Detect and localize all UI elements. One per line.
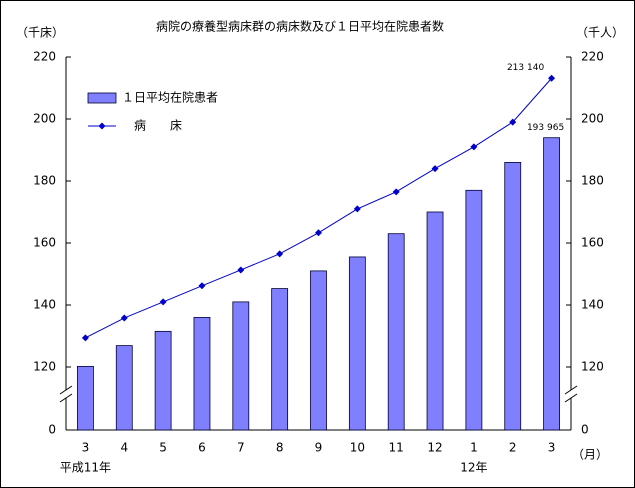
y2-tick-label: 220 bbox=[581, 50, 604, 64]
line-marker bbox=[315, 229, 322, 237]
y2-tick-label: 200 bbox=[581, 112, 604, 126]
chart-title: 病院の療養型病床群の病床数及び１日平均在院患者数 bbox=[156, 19, 444, 34]
bar bbox=[193, 316, 211, 431]
break-mark bbox=[564, 393, 578, 403]
bar bbox=[387, 233, 405, 431]
bar bbox=[426, 211, 444, 431]
y2-tick-label: 120 bbox=[581, 360, 604, 374]
line-marker bbox=[276, 250, 284, 258]
bar bbox=[348, 256, 366, 431]
year-label: 平成11年 bbox=[60, 461, 111, 475]
y-tick-label: 160 bbox=[33, 236, 56, 250]
x-tick-label: 7 bbox=[237, 441, 245, 455]
y-tick-label: 180 bbox=[33, 174, 56, 188]
x-tick-label: 10 bbox=[350, 441, 365, 455]
x-tick-label: 9 bbox=[315, 441, 323, 455]
value-label: 213 140 bbox=[507, 63, 544, 73]
bar bbox=[504, 161, 522, 431]
bar bbox=[154, 330, 172, 431]
y-tick-label: 140 bbox=[33, 298, 56, 312]
bar bbox=[271, 288, 289, 431]
break-mark bbox=[59, 393, 73, 403]
value-label: 193 965 bbox=[527, 123, 564, 133]
x-tick-label: 12 bbox=[427, 441, 442, 455]
line-marker bbox=[431, 165, 439, 173]
line-marker bbox=[237, 266, 245, 274]
x-tick-label: 2 bbox=[509, 441, 517, 455]
x-tick-label: 5 bbox=[159, 441, 167, 455]
break-mark bbox=[59, 385, 73, 395]
line-marker bbox=[120, 314, 128, 322]
bar bbox=[115, 345, 133, 431]
break-gap bbox=[563, 390, 579, 398]
y2-tick-label: 180 bbox=[581, 174, 604, 188]
x-tick-label: 6 bbox=[198, 441, 206, 455]
y-axis-label: （千床） bbox=[16, 26, 64, 40]
legend-marker bbox=[98, 122, 106, 130]
year-label: 12年 bbox=[460, 461, 487, 475]
x-unit-label: （月） bbox=[572, 448, 608, 462]
x-tick-label: 3 bbox=[82, 441, 90, 455]
y2-tick-label: 160 bbox=[581, 236, 604, 250]
y2-tick-label: 140 bbox=[581, 298, 604, 312]
x-tick-label: 11 bbox=[389, 441, 404, 455]
x-tick-label: 3 bbox=[548, 441, 556, 455]
legend-label: 病 床 bbox=[134, 118, 182, 133]
line-marker bbox=[353, 205, 361, 213]
legend-label: １日平均在院患者 bbox=[122, 91, 218, 105]
x-tick-label: 4 bbox=[120, 441, 128, 455]
y2-axis-label: （千人） bbox=[576, 26, 624, 40]
y-tick-label: 120 bbox=[33, 360, 56, 374]
line-marker bbox=[548, 74, 556, 82]
y-tick-label: 0 bbox=[48, 423, 56, 437]
y-tick-label: 200 bbox=[33, 112, 56, 126]
line-marker bbox=[392, 188, 400, 196]
break-mark bbox=[564, 385, 578, 395]
bar bbox=[543, 137, 560, 431]
line-marker bbox=[470, 143, 478, 151]
break-gap bbox=[58, 390, 74, 398]
bar bbox=[77, 365, 94, 431]
axis-break bbox=[58, 385, 579, 403]
line-marker bbox=[81, 334, 89, 342]
bar bbox=[465, 189, 483, 431]
x-tick-label: 8 bbox=[276, 441, 284, 455]
y-tick-label: 220 bbox=[33, 50, 56, 64]
x-tick-label: 1 bbox=[470, 441, 478, 455]
bar bbox=[232, 301, 250, 431]
line-marker bbox=[198, 282, 206, 290]
y2-tick-label: 0 bbox=[581, 423, 589, 437]
line-marker bbox=[159, 298, 167, 306]
bar bbox=[310, 270, 327, 431]
legend-swatch bbox=[87, 92, 117, 104]
line-marker bbox=[509, 118, 517, 126]
